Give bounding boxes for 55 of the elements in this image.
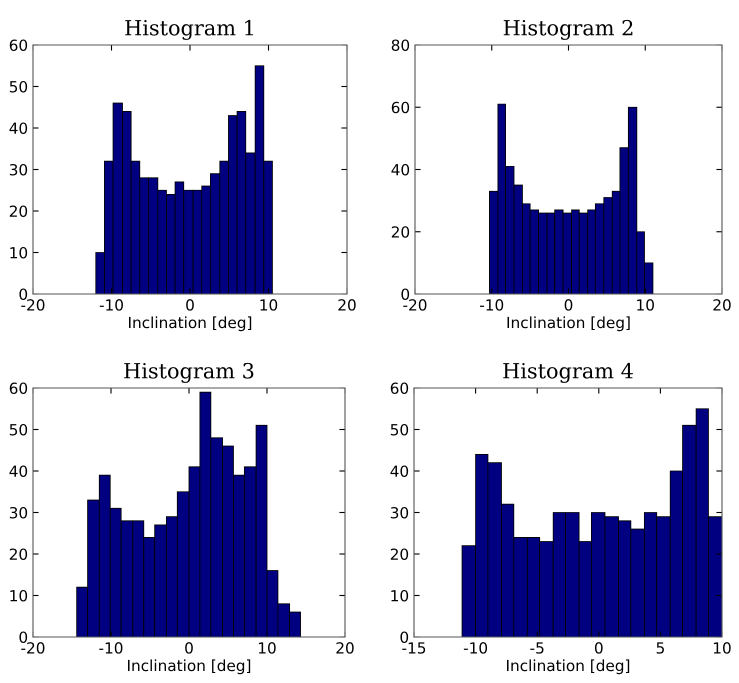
x-tick-label: 20: [336, 642, 354, 654]
y-tick-label: 40: [9, 465, 28, 478]
x-tick-label: -5: [530, 642, 544, 654]
y-tick-label: 40: [9, 122, 28, 134]
y-tick-label: 60: [392, 102, 410, 114]
x-tick-label: -10: [464, 642, 488, 654]
y-tick-label: 20: [390, 548, 408, 560]
y-tick-label: 10: [10, 246, 28, 259]
x-tick-label: 0: [564, 299, 572, 311]
x-tick-label: 0: [594, 642, 603, 654]
x-tick-label: 20: [713, 299, 731, 311]
y-tick-label: 30: [10, 506, 28, 519]
x-tick-label: 20: [338, 299, 356, 311]
x-tick-label: -20: [403, 299, 426, 311]
y-tick-label: 50: [10, 80, 28, 93]
y-tick-label: 50: [10, 424, 28, 436]
y-tick-label: 30: [390, 506, 408, 519]
y-tick-label: 0: [401, 288, 410, 300]
chart-title: Histogram 3: [124, 362, 254, 383]
x-axis-title: Inclination [deg]: [128, 659, 250, 674]
y-tick-label: 60: [390, 382, 408, 394]
y-tick-label: 20: [10, 548, 28, 560]
y-tick-label: 0: [400, 631, 408, 644]
x-axis-title: Inclination [deg]: [129, 316, 252, 332]
x-tick-label: -20: [21, 642, 44, 654]
x-tick-label: 0: [186, 299, 194, 311]
y-tick-label: 30: [10, 164, 28, 176]
x-axis-title: Inclination [deg]: [508, 316, 630, 332]
x-tick-label: -15: [402, 642, 426, 654]
x-axis-title: Inclination [deg]: [507, 659, 630, 674]
y-tick-label: 20: [10, 205, 28, 218]
y-tick-label: 40: [391, 164, 410, 176]
x-tick-label: 10: [258, 642, 276, 654]
y-tick-label: 40: [390, 465, 408, 478]
y-tick-label: 80: [392, 39, 410, 52]
chart-title: Histogram 1: [125, 20, 253, 40]
chart-title: Histogram 2: [504, 20, 632, 40]
y-tick-label: 0: [19, 631, 28, 644]
y-tick-label: 10: [391, 590, 408, 602]
x-tick-label: -10: [480, 299, 504, 311]
chart-title: Histogram 4: [503, 362, 633, 383]
y-tick-label: 60: [10, 382, 28, 394]
x-tick-label: 10: [637, 299, 654, 311]
x-tick-label: -10: [99, 642, 122, 654]
x-tick-label: -20: [21, 299, 44, 311]
x-tick-label: 10: [714, 642, 731, 654]
x-tick-label: -10: [100, 299, 123, 311]
y-tick-label: 60: [10, 39, 28, 52]
x-tick-label: 5: [656, 642, 664, 654]
y-tick-label: 0: [19, 288, 28, 300]
x-tick-label: 0: [185, 642, 193, 654]
y-tick-label: 50: [390, 424, 408, 436]
y-tick-label: 20: [392, 226, 410, 238]
y-tick-label: 10: [10, 590, 28, 602]
x-tick-label: 10: [260, 299, 278, 311]
